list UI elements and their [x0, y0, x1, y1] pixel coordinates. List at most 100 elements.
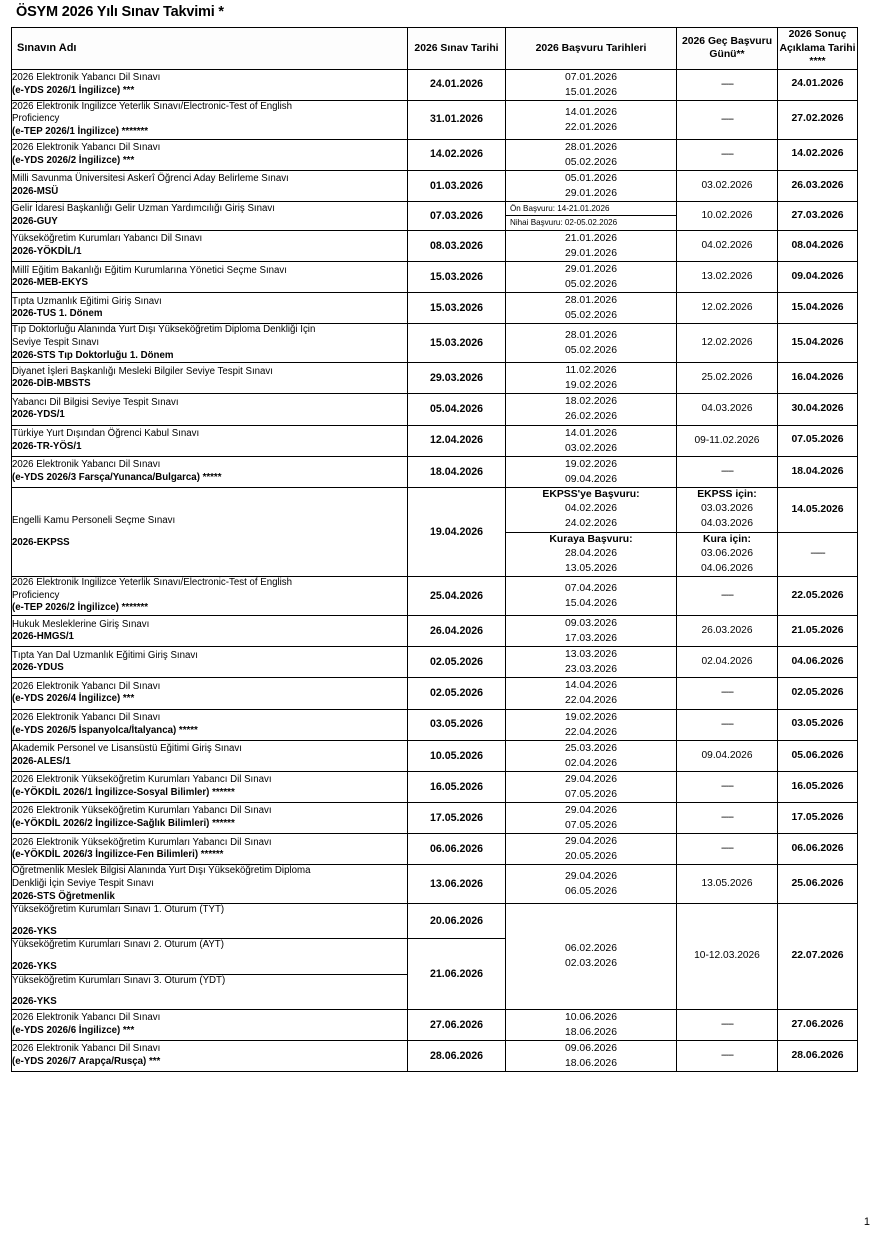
exam-name-line: Tıp Doktorluğu Alanında Yurt Dışı Yüksek…: [12, 324, 316, 336]
result-date-cell: 04.06.2026: [777, 646, 858, 679]
exam-name-cell: Akademik Personel ve Lisansüstü Eğitimi …: [11, 739, 408, 772]
late-application-cell: -----: [676, 1008, 778, 1041]
exam-code: 2026-HMGS/1: [12, 631, 74, 643]
exam-name-cell: 2026 Elektronik Yabancı Dil Sınavı (e-YDS…: [11, 1039, 408, 1073]
late-application-date-1: 03.06.2026: [700, 548, 753, 560]
result-date-cell: 16.05.2026: [777, 770, 858, 804]
application-start-date: 29.04.2026: [564, 805, 617, 816]
late-application-cell: -----: [676, 801, 778, 835]
exam-date-cell: 19.04.2026: [407, 486, 506, 578]
exam-name-line: 2026 Elektronik Yabancı Dil Sınavı: [12, 680, 161, 692]
late-application-cell: -----: [676, 99, 778, 140]
late-application-cell: -----: [676, 770, 778, 804]
application-start-date: 07.04.2026: [564, 583, 617, 595]
application-end-date: 02.04.2026: [564, 757, 617, 769]
result-date-cell: 03.05.2026: [777, 708, 858, 741]
application-end-date: 26.02.2026: [564, 411, 617, 423]
application-dates-cell: 14.01.2026 03.02.2026: [505, 424, 677, 457]
exam-name-cell: Yabancı Dil Bilgisi Seviye Tespit Sınavı…: [11, 393, 408, 426]
exam-name-line: Seviye Tespit Sınavı: [12, 337, 100, 349]
exam-date-cell: 08.03.2026: [407, 229, 506, 263]
table-row: Diyanet İşleri Başkanlığı Mesleki Bilgil…: [11, 362, 858, 395]
result-date-cell: 05.06.2026: [777, 739, 858, 772]
exam-date-cell: 20.06.2026: [407, 903, 506, 940]
late-application-cell: -----: [676, 576, 778, 617]
exam-name-cell: 2026 Elektronik Yabancı Dil Sınavı (e-YDS…: [11, 708, 408, 741]
exam-date-cell: 16.05.2026: [407, 770, 506, 804]
kura-late-application-cell: Kura için: 03.06.2026 04.06.2026: [676, 531, 778, 578]
application-end-date: 29.01.2026: [564, 187, 617, 199]
exam-date-cell: 21.06.2026: [407, 938, 506, 1010]
exam-name-cell: 2026 Elektronik Yükseköğretim Kurumları …: [11, 770, 408, 804]
application-end-date: 06.05.2026: [564, 886, 617, 898]
application-end-date: 22.04.2026: [564, 726, 617, 738]
exam-name-line: Proficiency: [12, 113, 60, 125]
result-date-cell: 25.06.2026: [777, 864, 858, 905]
application-start-date: 29.04.2026: [564, 871, 617, 883]
table-row: Hukuk Mesleklerine Giriş Sınavı 2026-HMGS…: [11, 615, 858, 648]
table-row: 2026 Elektronik Yabancı Dil Sınavı (e-YDS…: [11, 708, 858, 741]
application-end-date: 13.05.2026: [564, 562, 617, 574]
exam-code: (e-TEP 2026/1 İngilizce) *******: [12, 125, 149, 137]
late-application-cell: 04.03.2026: [676, 393, 778, 426]
exam-name-line: Yükseköğretim Kurumları Sınavı 2. Oturum…: [12, 939, 224, 951]
table-row: Millî Eğitim Bakanlığı Eğitim Kurumların…: [11, 261, 858, 294]
exam-name-line: Akademik Personel ve Lisansüstü Eğitimi …: [12, 743, 242, 755]
exam-name-cell: Hukuk Mesleklerine Giriş Sınavı 2026-HMGS…: [11, 615, 408, 648]
table-row: Yükseköğretim Kurumları Yabancı Dil Sına…: [11, 229, 858, 263]
header-exam-name: Sınavın Adı: [11, 27, 408, 70]
application-end-date: 05.02.2026: [564, 279, 617, 291]
application-end-date: 15.01.2026: [564, 86, 617, 98]
application-dates-cell: 14.04.2026 22.04.2026: [505, 677, 677, 710]
application-dates-cell: 28.01.2026 05.02.2026: [505, 323, 677, 364]
exam-date-cell: 07.03.2026: [407, 200, 506, 231]
exam-code: 2026-MSÜ: [12, 185, 59, 197]
table-row: Gelir İdaresi Başkanlığı Gelir Uzman Yar…: [11, 200, 858, 231]
late-application-date-1: 03.03.2026: [700, 503, 753, 515]
exam-name-cell: 2026 Elektronik Yabancı Dil Sınavı (e-YDS…: [11, 455, 408, 488]
exam-date-cell: 17.05.2026: [407, 801, 506, 835]
application-end-date: 22.01.2026: [564, 121, 617, 133]
application-start-date: 28.01.2026: [564, 295, 617, 307]
exam-code: (e-YDS 2026/3 Farsça/Yunanca/Bulgarca) *…: [12, 471, 222, 483]
exam-name-cell: 2026 Elektronik Yabancı Dil Sınavı (e-YDS…: [11, 677, 408, 710]
result-date-cell: 14.02.2026: [777, 138, 858, 171]
result-date-cell: 26.03.2026: [777, 169, 858, 202]
application-end-date: 07.05.2026: [564, 788, 617, 800]
application-start-date: 09.03.2026: [564, 618, 617, 630]
exam-code: 2026-STS Öğretmenlik: [12, 890, 115, 902]
exam-code: (e-YDS 2026/6 İngilizce) ***: [12, 1024, 135, 1036]
result-date-cell: 30.04.2026: [777, 393, 858, 426]
ekpss-application-dates-cell: EKPSS'ye Başvuru: 04.02.2026 24.02.2026: [505, 486, 677, 533]
table-row: Akademik Personel ve Lisansüstü Eğitimi …: [11, 739, 858, 772]
result-date-cell: 06.06.2026: [777, 833, 858, 866]
exam-date-cell: 01.03.2026: [407, 169, 506, 202]
result-date-cell: 28.06.2026: [777, 1039, 858, 1073]
exam-date-cell: 05.04.2026: [407, 393, 506, 426]
result-date-cell: 02.05.2026: [777, 677, 858, 710]
application-start-date: 09.06.2026: [564, 1042, 617, 1054]
table-row: Yükseköğretim Kurumları Sınavı 1. Oturum…: [11, 903, 858, 1010]
exam-name-line: 2026 Elektronik Yükseköğretim Kurumları …: [12, 805, 272, 817]
ekpss-application-label: EKPSS'ye Başvuru:: [542, 488, 640, 500]
result-date-cell: 27.03.2026: [777, 200, 858, 231]
exam-code: 2026-EKPSS: [12, 536, 70, 548]
result-date-cell: 27.02.2026: [777, 99, 858, 140]
header-result-date: 2026 Sonuç Açıklama Tarihi ****: [777, 27, 858, 70]
exam-name-line: 2026 Elektronik Yükseköğretim Kurumları …: [12, 836, 272, 848]
header-row: Sınavın Adı 2026 Sınav Tarihi 2026 Başvu…: [11, 27, 858, 70]
exam-code: (e-YDS 2026/2 İngilizce) ***: [12, 154, 135, 166]
application-start-date: 06.02.2026: [564, 943, 617, 955]
exam-date-cell: 28.06.2026: [407, 1039, 506, 1073]
exam-name-cell: 2026 Elektronik İngilizce Yeterlik Sınav…: [11, 576, 408, 617]
exam-date-cell: 03.05.2026: [407, 708, 506, 741]
application-dates-cell: 28.01.2026 05.02.2026: [505, 292, 677, 325]
exam-name-cell: Türkiye Yurt Dışından Öğrenci Kabul Sına…: [11, 424, 408, 457]
application-end-date: 23.03.2026: [564, 664, 617, 676]
application-start-date: 19.02.2026: [564, 458, 617, 470]
exam-name-cell: Diyanet İşleri Başkanlığı Mesleki Bilgil…: [11, 362, 408, 395]
exam-code: (e-YDS 2026/4 İngilizce) ***: [12, 693, 135, 705]
result-date-cell: 08.04.2026: [777, 229, 858, 263]
table-row: 2026 Elektronik İngilizce Yeterlik Sınav…: [11, 99, 858, 140]
